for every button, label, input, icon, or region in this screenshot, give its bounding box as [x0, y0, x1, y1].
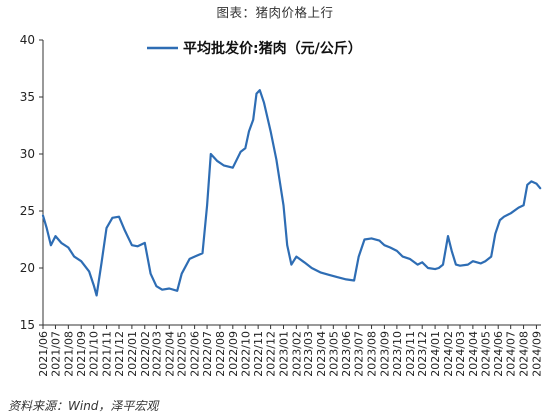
x-tick-label: 2024/04	[467, 331, 480, 377]
x-tick-label: 2022/01	[126, 331, 139, 377]
x-tick-label: 2021/07	[49, 331, 62, 377]
y-tick-label: 20	[20, 261, 35, 275]
legend-label: 平均批发价:猪肉（元/公斤）	[183, 40, 362, 57]
x-tick-label: 2023/09	[378, 331, 391, 377]
x-tick-label: 2022/02	[139, 331, 152, 377]
figure-title: 图表：猪肉价格上行	[216, 5, 334, 20]
x-tick-label: 2024/05	[479, 331, 492, 377]
x-tick-label: 2023/04	[315, 331, 328, 377]
x-tick-label: 2022/10	[239, 331, 252, 377]
x-tick-label: 2022/06	[189, 331, 202, 377]
x-tick-label: 2023/10	[391, 331, 404, 377]
chart-legend: 平均批发价:猪肉（元/公斤）	[147, 40, 362, 57]
x-tick-label: 2022/09	[227, 331, 240, 377]
x-tick-label: 2024/07	[505, 331, 518, 377]
y-tick-label: 25	[20, 204, 35, 218]
x-tick-label: 2022/08	[214, 331, 227, 377]
x-tick-label: 2022/03	[150, 331, 163, 377]
plot-area	[41, 89, 542, 297]
x-tick-label: 2022/11	[252, 331, 265, 377]
x-tick-label: 2023/03	[302, 331, 315, 377]
x-tick-label: 2021/09	[75, 331, 88, 377]
x-tick-label: 2023/05	[327, 331, 340, 377]
x-tick-label: 2023/11	[404, 331, 417, 377]
x-tick-label: 2021/11	[101, 331, 114, 377]
x-tick-label: 2023/06	[340, 331, 353, 377]
x-tick-label: 2024/09	[530, 331, 543, 377]
x-tick-label: 2021/08	[62, 331, 75, 377]
x-tick-label: 2024/06	[492, 331, 505, 377]
x-tick-label: 2023/01	[277, 331, 290, 377]
x-tick-label: 2024/02	[442, 331, 455, 377]
source-note: 资料来源：Wind，泽平宏观	[8, 399, 159, 413]
y-tick-label: 40	[20, 33, 35, 47]
x-tick-label: 2022/07	[201, 331, 214, 377]
y-axis-ticks: 15 20 25 30 35 40	[20, 33, 43, 332]
x-tick-label: 2021/10	[88, 331, 101, 377]
x-axis-ticks: 2021/06 2021/07 2021/08 2021/09 2021/10 2021/…	[37, 325, 543, 377]
chart-axes	[42, 40, 541, 326]
y-tick-label: 35	[20, 90, 35, 104]
y-tick-label: 30	[20, 147, 35, 161]
y-tick-label: 15	[20, 318, 35, 332]
x-tick-label: 2023/08	[366, 331, 379, 377]
x-tick-label: 2022/05	[176, 331, 189, 377]
series-line	[41, 89, 542, 297]
x-tick-label: 2023/02	[290, 331, 303, 377]
x-tick-label: 2022/04	[163, 331, 176, 377]
x-tick-label: 2021/12	[113, 331, 126, 377]
x-tick-label: 2022/12	[265, 331, 278, 377]
x-tick-label: 2021/06	[37, 331, 50, 377]
x-tick-label: 2023/07	[353, 331, 366, 377]
x-tick-label: 2024/08	[518, 331, 531, 377]
x-tick-label: 2024/03	[454, 331, 467, 377]
x-tick-label: 2024/01	[429, 331, 442, 377]
x-tick-label: 2023/12	[416, 331, 429, 377]
